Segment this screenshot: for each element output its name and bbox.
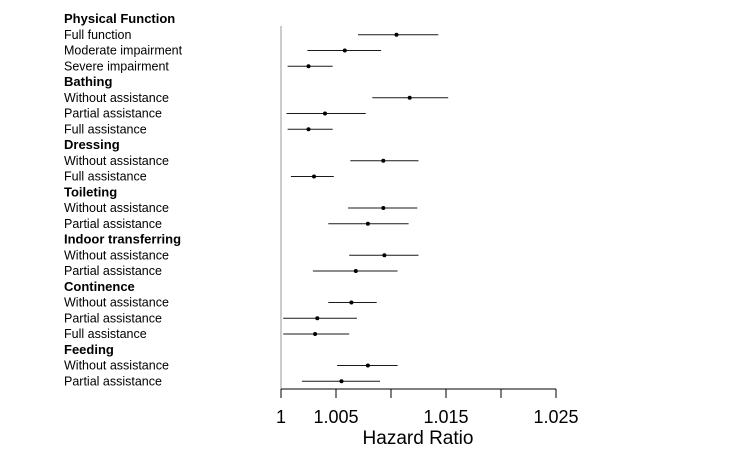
row-label: Partial assistance	[64, 374, 162, 388]
point-estimate	[323, 111, 327, 116]
group-label: Indoor transferring	[64, 232, 181, 247]
row-labels: Physical Function Full function Moderate i…	[64, 11, 183, 388]
point-estimate	[306, 64, 311, 69]
group-label: Dressing	[64, 137, 120, 152]
point-estimate	[394, 32, 399, 37]
group-label: Continence	[64, 279, 135, 294]
row-label: Without assistance	[64, 359, 169, 373]
x-tick-label: 1.005	[313, 407, 358, 427]
point-estimate	[407, 95, 412, 100]
x-tick-label: 1.025	[533, 407, 578, 427]
point-estimate	[349, 300, 354, 305]
group-label: Toileting	[64, 184, 117, 199]
row-label: Full assistance	[64, 327, 147, 341]
estimate-marks	[283, 32, 449, 384]
point-estimate	[313, 332, 318, 336]
row-label: Without assistance	[64, 248, 169, 262]
point-estimate	[365, 363, 370, 368]
point-estimate	[342, 48, 347, 53]
row-label: Partial assistance	[64, 107, 162, 121]
x-tick-label: 1	[276, 407, 286, 427]
row-label: Without assistance	[64, 154, 169, 168]
point-estimate	[353, 269, 358, 273]
point-estimate	[339, 379, 344, 384]
x-axis-title: Hazard Ratio	[363, 428, 474, 449]
row-label: Full assistance	[64, 122, 147, 136]
row-label: Partial assistance	[64, 217, 162, 231]
row-label: Without assistance	[64, 91, 169, 105]
group-label: Bathing	[64, 74, 112, 89]
point-estimate	[365, 221, 370, 226]
point-estimate	[315, 316, 320, 321]
group-label: Physical Function	[64, 11, 175, 26]
point-estimate	[381, 206, 386, 210]
x-axis: 1 1.005 1.015 1.025	[276, 388, 579, 427]
row-label: Without assistance	[64, 296, 169, 310]
point-estimate	[312, 174, 316, 179]
row-label: Without assistance	[64, 201, 169, 215]
row-label: Partial assistance	[64, 311, 162, 325]
point-estimate	[306, 127, 311, 132]
row-label: Full assistance	[64, 170, 147, 184]
x-tick-label: 1.015	[423, 407, 468, 427]
point-estimate	[382, 253, 387, 258]
row-label: Moderate impairment	[64, 44, 183, 58]
group-label: Feeding	[64, 342, 114, 357]
point-estimate	[381, 158, 386, 163]
row-label: Severe impairment	[64, 59, 169, 73]
row-label: Partial assistance	[64, 264, 162, 278]
row-label: Full function	[64, 28, 131, 42]
